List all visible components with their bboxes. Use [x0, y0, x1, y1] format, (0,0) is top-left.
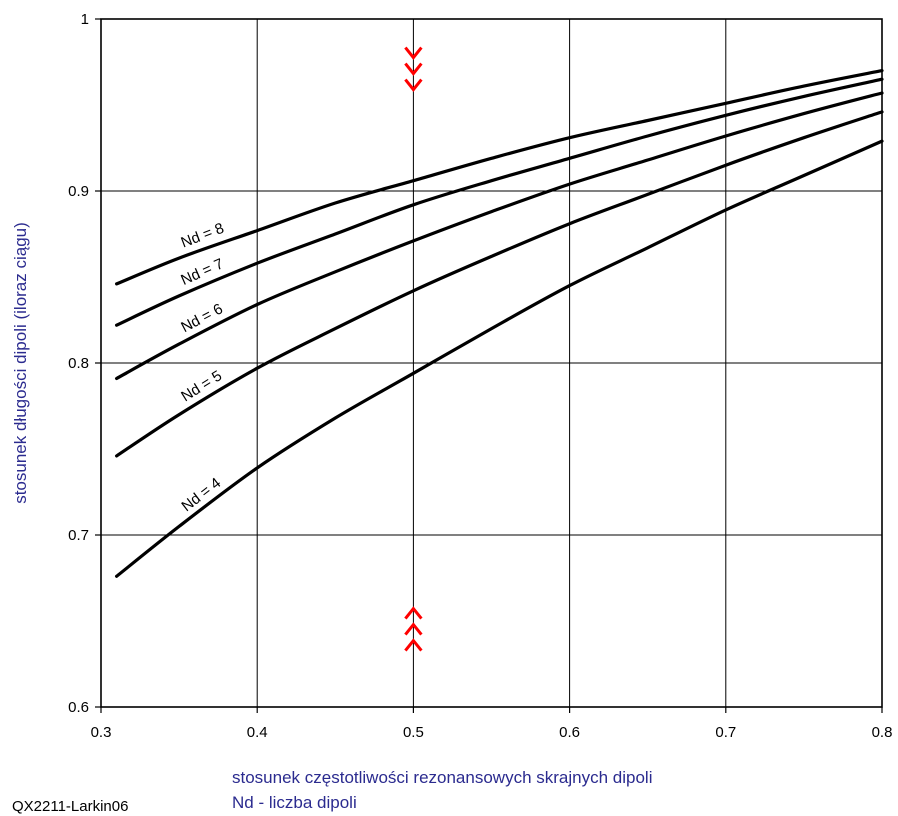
x-tick-label: 0.8 [872, 724, 893, 741]
x-tick-label: 0.6 [559, 724, 580, 741]
tick-labels: 0.3 0.4 0.5 0.6 0.7 0.8 0.6 0.7 0.8 0.9 1 [68, 11, 892, 741]
chevron-down-icon [404, 62, 423, 77]
series-line-nd-6 [115, 91, 884, 381]
x-tick-label: 0.3 [91, 724, 112, 741]
x-tick-label: 0.4 [247, 724, 268, 741]
y-tick-label: 0.6 [68, 699, 89, 716]
ticks [95, 18, 883, 713]
chevron-up-icon [404, 638, 423, 652]
series-line-nd-8 [115, 69, 884, 286]
x-tick-label: 0.7 [715, 724, 736, 741]
chevron-up-icon [404, 606, 423, 620]
chevron-up-icon [404, 622, 423, 636]
y-axis-title: stosunek długości dipoli (iloraz ciągu) [11, 222, 30, 504]
x-tick-label: 0.5 [403, 724, 424, 741]
y-tick-label: 0.8 [68, 355, 89, 372]
series-line-nd-7 [115, 77, 884, 327]
chevron-down-icon [404, 46, 423, 61]
direction-markers [404, 46, 423, 652]
curves [115, 69, 884, 578]
x-axis-title-line2: Nd - liczba dipoli [232, 793, 357, 812]
y-tick-label: 0.7 [68, 527, 89, 544]
x-axis-title: stosunek częstotliwości rezonansowych sk… [232, 768, 652, 787]
y-tick-label: 1 [81, 11, 89, 28]
source-label: QX2211-Larkin06 [12, 798, 128, 815]
y-tick-label: 0.9 [68, 183, 89, 200]
series-line-nd-4 [115, 139, 884, 578]
chevron-down-icon [404, 78, 423, 93]
series-line-nd-5 [115, 110, 884, 458]
